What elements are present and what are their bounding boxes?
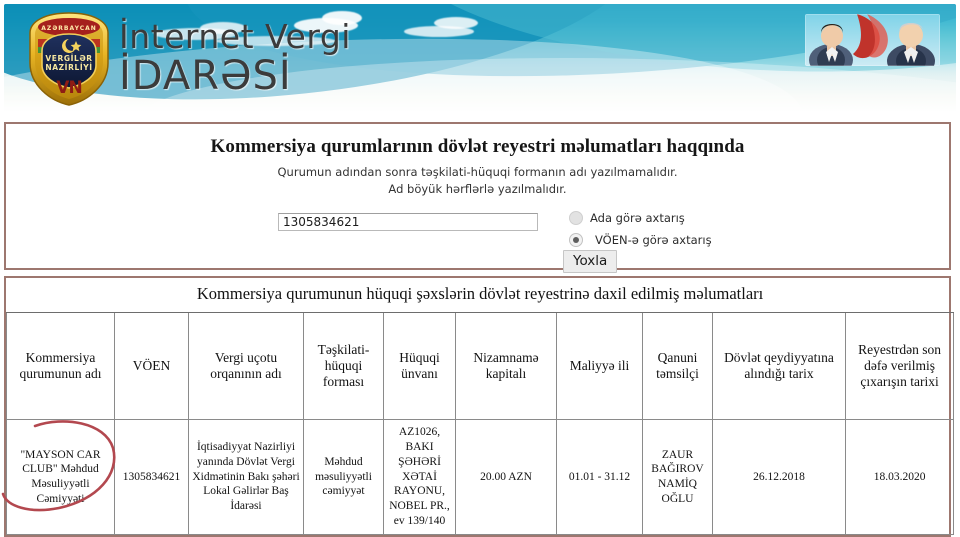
registry-results-table: Kommersiya qurumunun hüquqi şəxslərin dö… [1, 278, 955, 535]
svg-text:VN: VN [56, 78, 81, 98]
panel-instructions: Qurumun adından sonra təşkilati-hüquqi f… [6, 164, 949, 197]
check-submit-button[interactable]: Yoxla [563, 250, 618, 274]
radio-option-by-voen[interactable]: VÖEN-ə görə axtarış [569, 231, 712, 248]
cell-legal-form: Məhdud məsuliyyətli cəmiyyət [303, 419, 384, 535]
results-container: Kommersiya qurumunun hüquqi şəxslərin dö… [1, 276, 955, 537]
column-header-legal-rep: Qanuni təmsilçi [642, 312, 713, 420]
search-panel: Kommersiya qurumlarının dövlət reyestri … [4, 122, 951, 274]
presidents-photo [805, 14, 940, 66]
cell-fiscal-year: 01.01 - 31.12 [556, 419, 643, 535]
banner-background: AZƏRBAYCAN VERGİLƏR NAZİRLİYİ VN İnterne… [4, 4, 956, 112]
svg-text:VERGİLƏR: VERGİLƏR [45, 54, 92, 63]
radio-option-by-name[interactable]: Ada görə axtarış [569, 209, 712, 226]
site-header-banner: AZƏRBAYCAN VERGİLƏR NAZİRLİYİ VN İnterne… [0, 0, 960, 116]
cell-company-name-text: "MAYSON CAR CLUB" Məhdud Məsuliyyətli Cə… [20, 448, 101, 505]
cell-tax-office: İqtisadiyyat Nazirliyi yanında Dövlət Ve… [188, 419, 304, 535]
table-row: "MAYSON CAR CLUB" Məhdud Məsuliyyətli Cə… [1, 419, 955, 535]
ministry-emblem-logo: AZƏRBAYCAN VERGİLƏR NAZİRLİYİ VN [26, 11, 112, 107]
cell-address: AZ1026, BAKI ŞƏHƏRİ XƏTAİ RAYONU, NOBEL … [383, 419, 456, 535]
column-header-voen: VÖEN [114, 312, 189, 420]
column-header-name: Kommersiya qurumunun adı [6, 312, 115, 420]
cloud-icon [216, 36, 336, 46]
search-input[interactable] [278, 213, 538, 232]
cloud-icon [434, 17, 478, 29]
cloud-icon [404, 26, 474, 37]
radio-icon-by-name[interactable] [569, 210, 583, 225]
cell-registration-date: 26.12.2018 [712, 419, 846, 535]
table-caption: Kommersiya qurumunun hüquqi şəxslərin dö… [6, 278, 954, 313]
radio-icon-by-voen[interactable] [569, 232, 583, 247]
search-mode-radio-group: Ada görə axtarış VÖEN-ə görə axtarış [569, 209, 712, 253]
column-header-last-extract-date: Reyestrdən son dəfə verilmiş çıxarışın t… [844, 312, 955, 420]
brand-line-1: İnternet Vergi [119, 17, 351, 56]
instruction-line-2: Ad böyük hərflərlə yazılmalıdır. [388, 181, 567, 196]
cell-company-name: "MAYSON CAR CLUB" Məhdud Məsuliyyətli Cə… [1, 419, 116, 535]
column-header-registration-date: Dövlət qeydiyyatına alındığı tarix [712, 312, 846, 420]
svg-text:NAZİRLİYİ: NAZİRLİYİ [45, 63, 92, 72]
radio-label-by-voen: VÖEN-ə görə axtarış [595, 232, 712, 247]
cell-legal-rep: ZAUR BAĞIROV NAMİQ OĞLU [642, 419, 713, 535]
column-header-address: Hüquqi ünvanı [383, 312, 456, 420]
cloud-icon [322, 11, 362, 25]
cell-charter-capital: 20.00 AZN [455, 419, 557, 535]
column-header-fiscal-year: Maliyyə ili [556, 312, 643, 420]
site-brand: İnternet Vergi İDARƏSİ [119, 20, 351, 96]
table-caption-row: Kommersiya qurumunun hüquqi şəxslərin dö… [6, 278, 954, 313]
search-form: Ada görə axtarış VÖEN-ə görə axtarış Yox… [6, 209, 949, 274]
table-header-row: Kommersiya qurumunun adı VÖEN Vergi uçot… [6, 312, 955, 420]
instruction-line-1: Qurumun adından sonra təşkilati-hüquqi f… [277, 165, 678, 179]
cloud-icon [200, 22, 246, 34]
cell-last-extract-date: 18.03.2020 [844, 419, 955, 535]
brand-line-2: İDARƏSİ [119, 53, 292, 99]
radio-label-by-name: Ada görə axtarış [590, 210, 685, 225]
page-title: Kommersiya qurumlarının dövlət reyestri … [210, 136, 745, 157]
column-header-legal-form: Təşkilati-hüquqi forması [303, 312, 384, 420]
column-header-tax-office: Vergi uçotu orqanının adı [188, 312, 304, 420]
cell-voen: 1305834621 [114, 419, 189, 535]
svg-text:AZƏRBAYCAN: AZƏRBAYCAN [41, 25, 97, 32]
column-header-charter-capital: Nizamnamə kapitalı [455, 312, 557, 420]
